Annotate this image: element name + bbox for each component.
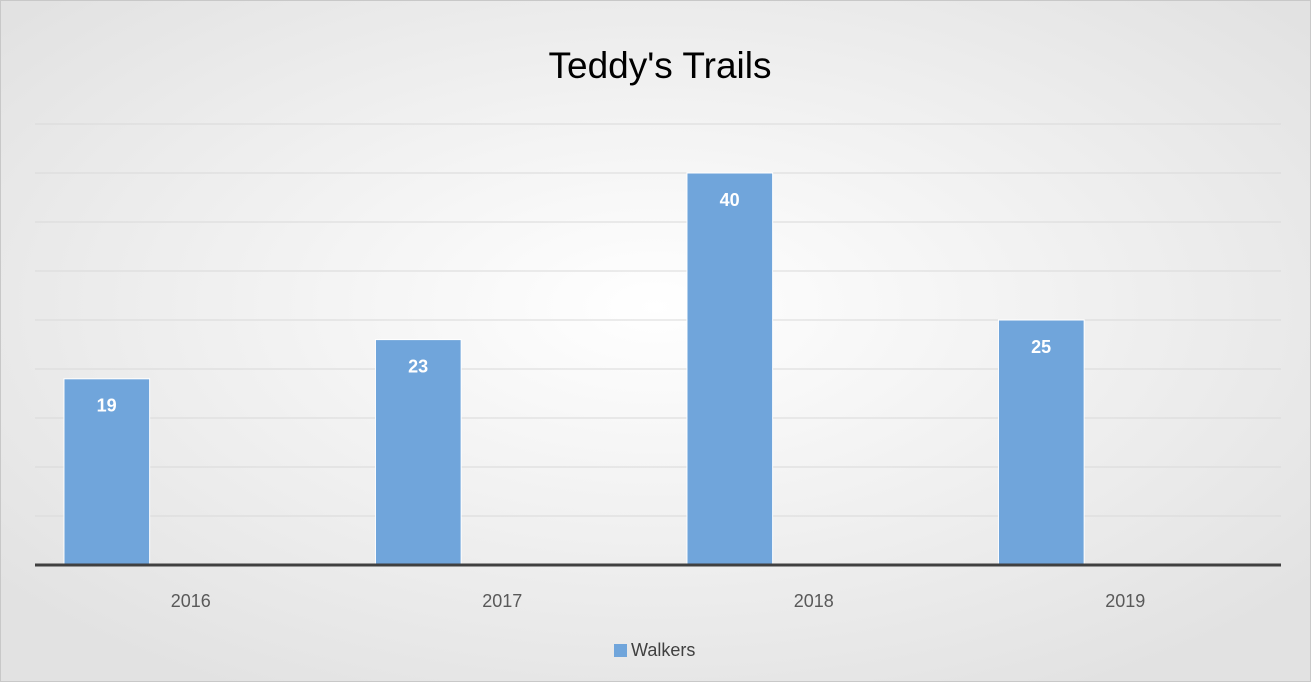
bar: [686, 172, 774, 566]
x-tick-label: 2017: [482, 591, 522, 611]
legend-swatch: [614, 644, 627, 657]
bar: [374, 339, 462, 566]
bar: [63, 378, 151, 566]
x-tick-label: 2019: [1105, 591, 1145, 611]
x-tick-label: 2018: [794, 591, 834, 611]
data-label: 25: [1031, 337, 1051, 357]
data-label: 19: [97, 396, 117, 416]
data-label: 23: [408, 356, 428, 376]
data-label: 40: [720, 190, 740, 210]
legend-label: Walkers: [631, 640, 695, 660]
bar: [997, 319, 1085, 566]
chart-title: Teddy's Trails: [549, 45, 772, 86]
x-tick-label: 2016: [171, 591, 211, 611]
